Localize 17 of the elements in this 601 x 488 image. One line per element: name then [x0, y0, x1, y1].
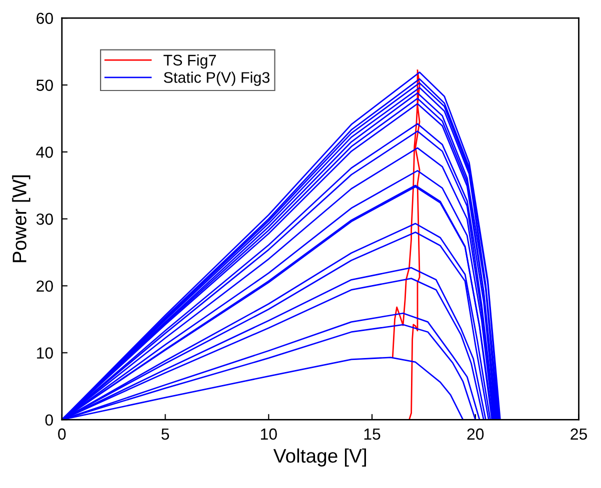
- y-tick-label: 0: [45, 414, 53, 426]
- y-axis-title: Power [W]: [12, 175, 30, 262]
- x-tick-label: 15: [364, 428, 380, 440]
- y-tick-label: 20: [36, 280, 53, 292]
- x-tick-label: 10: [260, 428, 277, 440]
- y-tick-label: 40: [36, 146, 53, 158]
- legend-label: Static P(V) Fig3: [164, 72, 270, 86]
- x-tick-label: 20: [467, 428, 484, 440]
- y-tick-label: 50: [36, 80, 53, 91]
- y-tick-label: 10: [37, 347, 53, 359]
- x-tick-label: 5: [161, 428, 170, 440]
- x-axis-title: Voltage [V]: [273, 448, 366, 467]
- y-tick-label: 60: [36, 12, 53, 24]
- y-tick-label: 30: [36, 214, 53, 225]
- legend-label: TS Fig7: [164, 54, 216, 69]
- x-tick-label: 0: [58, 428, 66, 440]
- x-tick-label: 25: [570, 428, 587, 440]
